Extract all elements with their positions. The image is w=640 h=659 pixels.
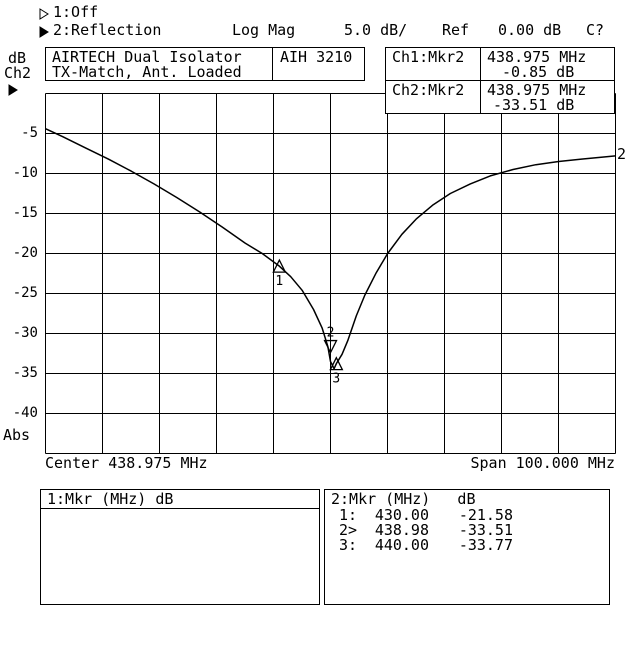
title-box-divider	[272, 48, 273, 80]
ref-value: 0.00 dB	[498, 21, 562, 39]
device-title-line1: AIRTECH Dual Isolator	[52, 48, 242, 66]
ref-label: Ref	[442, 21, 470, 39]
ch1-readout-value: -0.85 dB	[502, 63, 575, 81]
trace2-measurement: 2:Reflection	[53, 21, 162, 39]
marker-1-number: 1	[275, 274, 283, 289]
marker-row-2: 2> 438.98 -33.51	[325, 523, 609, 538]
marker-row-frequency: 440.00	[374, 536, 429, 554]
marker-row-1: 1: 430.00 -21.58	[325, 508, 609, 523]
y-tick--35: -35	[12, 365, 38, 381]
ch1-readout-divider	[480, 48, 481, 80]
marker-table-ch2-rows: 1: 430.00 -21.58 2> 438.98 -33.51 3: 440.00 -33.…	[325, 508, 609, 553]
y-tick--25: -25	[12, 285, 38, 301]
marker-row-number: 3:	[339, 536, 358, 554]
y-tick--40: -40	[12, 405, 38, 421]
marker-3-symbol-icon	[329, 356, 344, 371]
active-channel-label: Ch2	[4, 64, 32, 82]
trace-number-label: 2	[617, 145, 627, 163]
trace2-marker-icon	[39, 24, 49, 42]
y-tick--15: -15	[12, 205, 38, 221]
center-frequency-label: Center 438.975 MHz	[45, 454, 208, 472]
ch2-readout-box: Ch2:Mkr2 438.975 MHz -33.51 dB	[385, 80, 615, 114]
marker-row-3: 3: 440.00 -33.77	[325, 538, 609, 553]
ch2-readout-value: -33.51 dB	[493, 96, 575, 114]
trace2-scale: 5.0 dB/	[344, 21, 408, 39]
marker-row-value: -33.77	[458, 536, 513, 554]
ch1-readout-freq: 438.975 MHz	[487, 48, 587, 66]
channel2-axis-marker-icon	[8, 82, 18, 100]
ch2-readout-label: Ch2:Mkr2	[392, 81, 465, 99]
y-axis-unit: dB	[8, 49, 27, 67]
device-model: AIH 3210	[280, 48, 353, 66]
marker-table-ch2: 2:Mkr (MHz) dB 1: 430.00 -21.58 2> 438.98 -33…	[324, 489, 610, 605]
trace1-status: 1:Off	[53, 3, 99, 21]
plot-svg: 1 2 3	[45, 93, 616, 454]
marker-row-frequency: 438.98	[374, 521, 429, 539]
ch2-readout-divider	[480, 81, 481, 113]
marker-table-ch2-header: 2:Mkr (MHz) dB	[331, 490, 476, 508]
y-tick--5: -5	[21, 125, 38, 141]
marker-table-ch1: 1:Mkr (MHz) dB	[40, 489, 320, 605]
ch1-readout-box: Ch1:Mkr2 438.975 MHz -0.85 dB	[385, 47, 615, 81]
trace2-format: Log Mag	[232, 21, 296, 39]
marker-row-number: 1:	[339, 506, 358, 524]
marker-row-value: -21.58	[458, 506, 513, 524]
trace-ch2-reflection	[45, 128, 616, 370]
trace1-marker-icon	[39, 6, 49, 24]
device-title-line2: TX-Match, Ant. Loaded	[52, 63, 242, 81]
cal-status: C?	[586, 21, 605, 39]
y-tick--20: -20	[12, 245, 38, 261]
y-tick--10: -10	[12, 165, 38, 181]
title-box: AIRTECH Dual Isolator TX-Match, Ant. Loa…	[45, 47, 365, 81]
marker-3-number: 3	[332, 372, 340, 387]
span-frequency-label: Span 100.000 MHz	[470, 454, 616, 472]
marker-2-symbol-icon	[323, 339, 338, 355]
scale-mode-label: Abs	[3, 426, 31, 444]
marker-row-frequency: 430.00	[374, 506, 429, 524]
ch1-readout-label: Ch1:Mkr2	[392, 48, 465, 66]
marker-1-symbol-icon	[272, 258, 287, 273]
y-tick--30: -30	[12, 325, 38, 341]
marker-row-number: 2>	[339, 521, 358, 539]
marker-2-number: 2	[327, 326, 335, 341]
marker-row-value: -33.51	[458, 521, 513, 539]
marker-table-ch1-header: 1:Mkr (MHz) dB	[47, 490, 174, 508]
ch2-readout-freq: 438.975 MHz	[487, 81, 587, 99]
marker-table-ch1-header-rule	[41, 508, 319, 509]
